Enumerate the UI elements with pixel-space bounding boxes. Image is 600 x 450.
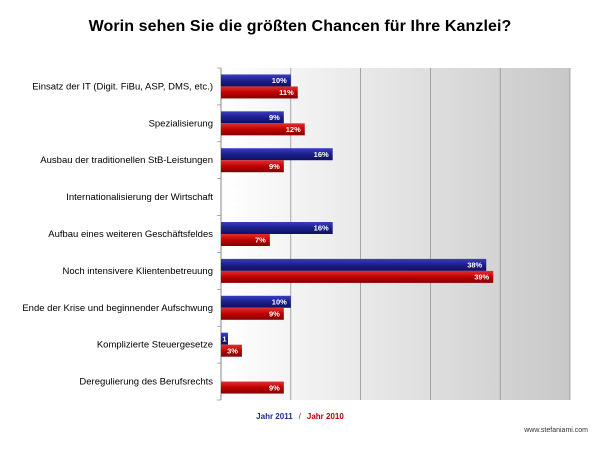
data-label-2011: 9% bbox=[269, 113, 280, 122]
category-label: Einsatz der IT (Digit. FiBu, ASP, DMS, e… bbox=[32, 81, 213, 92]
bar-2011 bbox=[221, 332, 228, 345]
chart-title: Worin sehen Sie die größten Chancen für … bbox=[88, 18, 512, 35]
legend: Jahr 2011 / Jahr 2010 bbox=[0, 412, 600, 421]
data-label-2010: 9% bbox=[269, 383, 280, 392]
bar-2010 bbox=[221, 381, 284, 394]
data-label-2011: 0% bbox=[227, 187, 238, 196]
bar-2010 bbox=[221, 86, 298, 99]
bar-2011 bbox=[221, 295, 291, 308]
data-label-2010: 0% bbox=[227, 199, 238, 208]
category-label: Internationalisierung der Wirtschaft bbox=[66, 192, 213, 203]
bar-2010 bbox=[221, 270, 494, 283]
data-label-2010: 39% bbox=[474, 273, 489, 282]
legend-item-2011: Jahr 2011 bbox=[256, 412, 293, 421]
category-label: Aufbau eines weiteren Geschäftsfeldes bbox=[48, 229, 213, 240]
data-label-2010: 7% bbox=[255, 236, 266, 245]
category-label: Noch intensivere Klientenbetreuung bbox=[62, 266, 213, 277]
category-label: Deregulierung des Berufsrechts bbox=[79, 377, 213, 388]
data-label-2010: 11% bbox=[279, 88, 294, 97]
footer-url: www.stefaniami.com bbox=[524, 427, 588, 434]
data-label-2010: 3% bbox=[227, 346, 238, 355]
bar-2011 bbox=[221, 148, 333, 161]
legend-separator: / bbox=[298, 412, 301, 421]
bar-2011 bbox=[221, 111, 284, 124]
category-label: Ausbau der traditionellen StB-Leistungen bbox=[40, 155, 213, 166]
data-label-2011: 16% bbox=[314, 150, 329, 159]
bar-2011 bbox=[221, 258, 487, 271]
data-label-2011: 16% bbox=[314, 224, 329, 233]
data-label-2010: 9% bbox=[269, 309, 280, 318]
data-label-2010: 12% bbox=[286, 125, 301, 134]
category-label: Ende der Krise und beginnender Aufschwun… bbox=[22, 303, 213, 314]
data-label-2011: 10% bbox=[272, 297, 287, 306]
bar-2010 bbox=[221, 344, 242, 357]
legend-item-2010: Jahr 2010 bbox=[306, 412, 344, 421]
bar-2010 bbox=[221, 160, 284, 173]
bar-2010 bbox=[221, 307, 284, 320]
bar-2010 bbox=[221, 123, 305, 136]
data-label-2011: 10% bbox=[272, 76, 287, 85]
bar-2010 bbox=[221, 234, 270, 246]
category-label: Spezialisierung bbox=[149, 118, 213, 129]
bar-2011 bbox=[221, 222, 333, 234]
category-label: Komplizierte Steuergesetze bbox=[97, 340, 213, 351]
data-label-2011: 38% bbox=[467, 261, 482, 270]
data-label-2011: 1 bbox=[222, 334, 226, 343]
data-label-2010: 9% bbox=[269, 162, 280, 171]
bar-2011 bbox=[221, 74, 291, 87]
